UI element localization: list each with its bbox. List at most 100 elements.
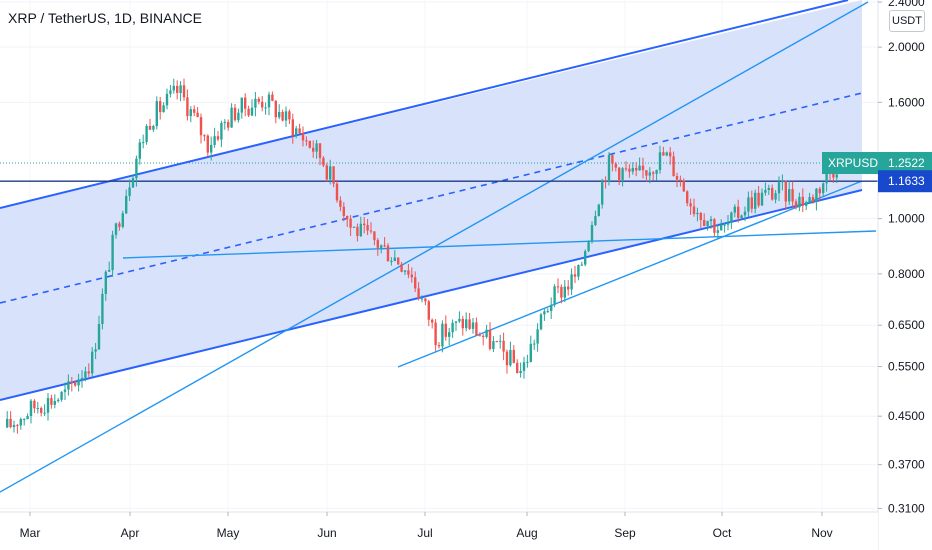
candle-body <box>509 349 512 366</box>
candle-body <box>798 196 801 208</box>
candle-body <box>91 351 94 374</box>
candle <box>407 263 410 279</box>
candle-body <box>186 97 189 117</box>
candle-body <box>448 332 451 337</box>
candle-body <box>305 140 308 142</box>
candle-body <box>590 225 594 242</box>
price-tick-label: 1.6000 <box>888 95 925 109</box>
price-tick-label: 1.0000 <box>888 212 925 226</box>
candle-body <box>475 322 478 336</box>
candle-body <box>23 419 26 421</box>
candle <box>386 243 390 262</box>
candle-body <box>621 168 624 180</box>
candle <box>261 95 264 112</box>
time-tick-label: Sep <box>614 526 636 540</box>
candle-body <box>679 179 682 181</box>
candle-body <box>427 301 430 320</box>
candle-body <box>19 419 22 426</box>
candle-body <box>298 128 301 134</box>
candle <box>6 411 9 429</box>
candle-body <box>189 109 192 117</box>
candle <box>50 394 53 409</box>
time-tick-label: Apr <box>121 526 140 540</box>
candle-body <box>291 119 294 136</box>
candle-body <box>206 135 209 153</box>
candle-body <box>811 197 815 202</box>
candle-body <box>308 140 311 148</box>
candle <box>706 220 709 231</box>
candle <box>441 320 444 353</box>
candle <box>318 143 322 166</box>
candle <box>774 190 777 204</box>
candle <box>176 80 179 100</box>
candle-body <box>747 197 750 212</box>
price-tick-label: 2.0000 <box>888 40 925 54</box>
candle <box>597 203 600 217</box>
candle <box>550 297 553 319</box>
candle <box>801 188 804 213</box>
candle <box>781 174 784 191</box>
candle-body <box>713 219 716 233</box>
candle <box>730 211 733 230</box>
candle <box>223 119 226 130</box>
candle <box>159 96 162 120</box>
candle <box>798 192 801 212</box>
candle <box>638 157 641 171</box>
candle-body <box>203 135 206 137</box>
candle <box>29 399 33 424</box>
candle <box>254 91 257 117</box>
candle <box>84 366 87 382</box>
candle-body <box>373 231 376 241</box>
candle <box>23 418 26 426</box>
candle <box>264 102 267 115</box>
candle <box>635 162 638 177</box>
candle <box>322 156 325 168</box>
candle <box>624 161 628 172</box>
candle <box>172 78 175 94</box>
channel-median-line <box>0 92 863 304</box>
candle <box>390 257 393 266</box>
candle <box>529 335 532 363</box>
candle-body <box>570 274 573 290</box>
candle <box>162 102 165 113</box>
candle <box>825 170 828 192</box>
candle-body <box>635 167 638 171</box>
candle <box>349 215 352 237</box>
candle <box>380 244 383 254</box>
candle <box>618 167 621 186</box>
candle-body <box>522 362 526 371</box>
level-price-tag <box>878 170 932 193</box>
candle <box>403 270 407 275</box>
candle <box>67 374 70 396</box>
price-tick-label: 0.3100 <box>888 501 925 515</box>
candle <box>295 125 298 139</box>
candle <box>652 171 655 181</box>
candle-body <box>471 322 475 329</box>
candle <box>274 100 277 124</box>
candle-body <box>805 202 808 206</box>
candle <box>206 134 209 157</box>
candle-body <box>767 187 770 190</box>
last-price-tag <box>878 152 932 175</box>
candle <box>142 134 145 149</box>
candle-body <box>301 133 305 141</box>
candle <box>118 221 121 231</box>
currency-unit-label[interactable]: USDT <box>889 10 925 32</box>
candle <box>560 284 563 304</box>
candle <box>108 261 111 272</box>
candle-body <box>380 245 383 248</box>
candle <box>444 315 447 341</box>
candle-body <box>250 107 254 116</box>
candle <box>165 88 169 110</box>
candle-body <box>322 157 325 166</box>
candle-body <box>227 122 230 128</box>
candle-body <box>492 341 495 349</box>
candle <box>478 332 481 337</box>
candle-body <box>567 286 570 290</box>
candle-body <box>784 181 787 202</box>
candle-body <box>67 381 70 390</box>
candle-body <box>743 211 747 216</box>
candle-body <box>665 152 668 156</box>
drawing-lines <box>0 0 878 493</box>
candle-body <box>444 323 447 337</box>
